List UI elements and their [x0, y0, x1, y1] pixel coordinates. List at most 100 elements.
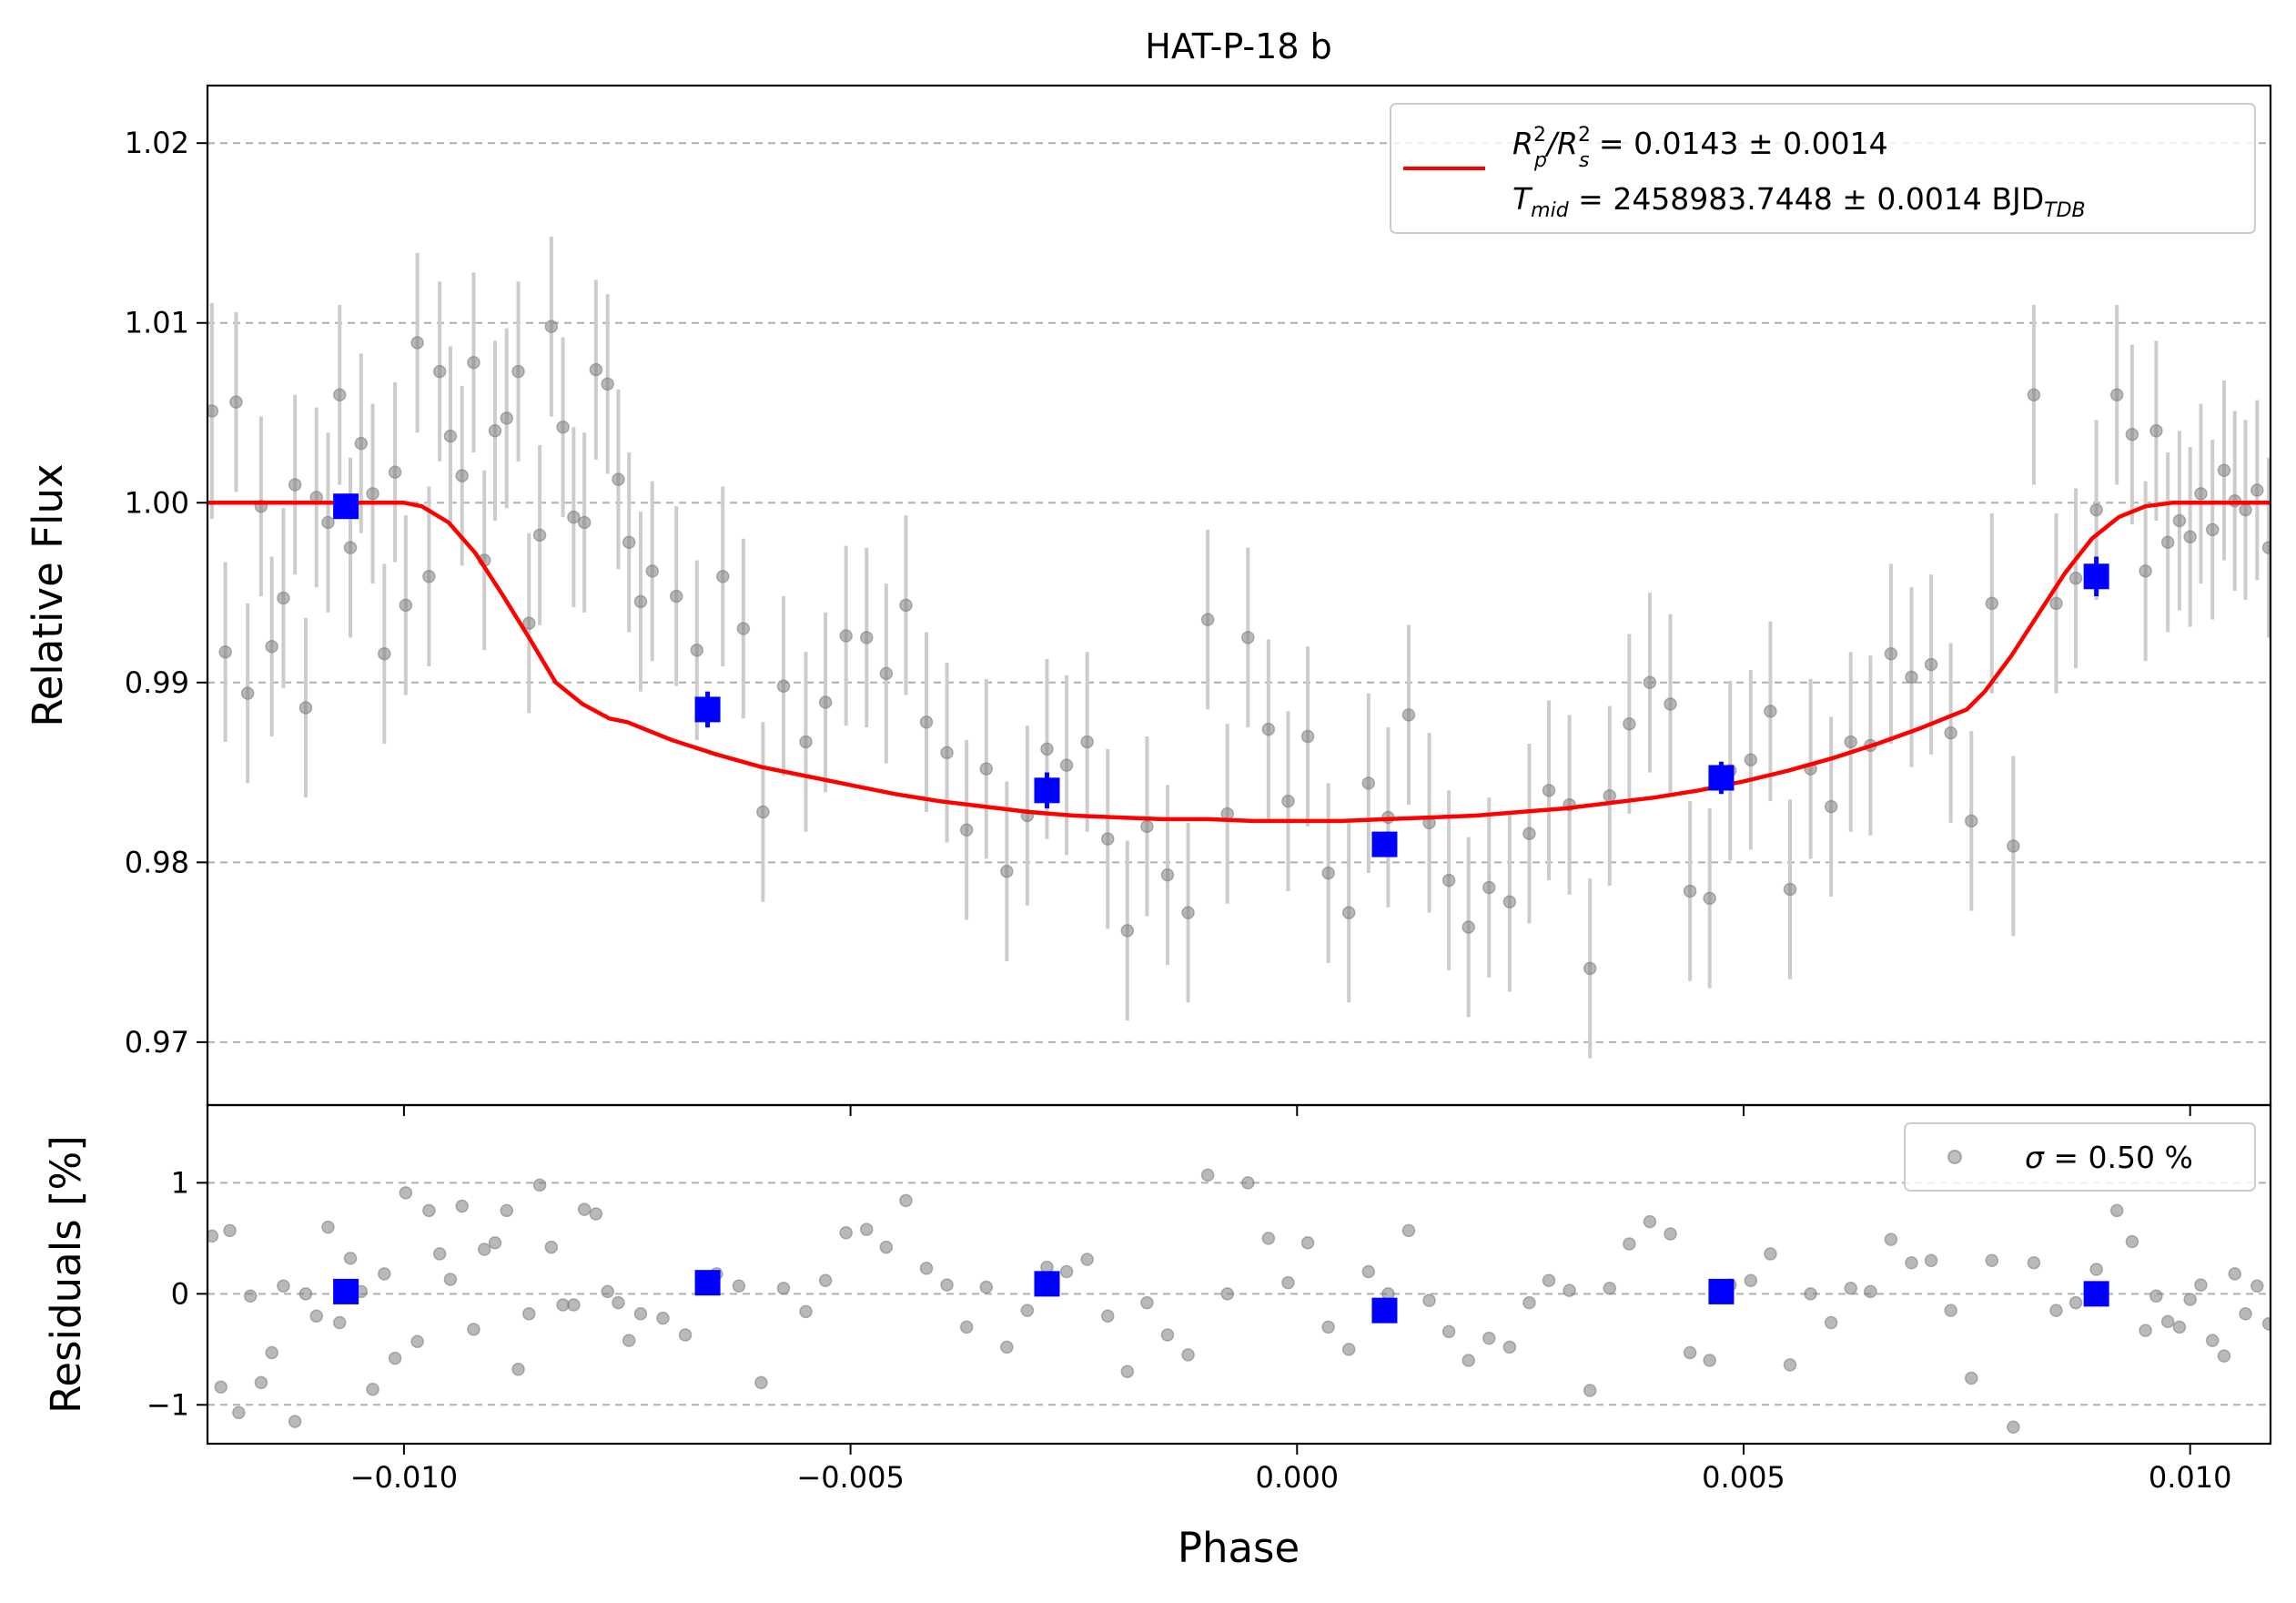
raw-flux-point: [756, 805, 770, 819]
legend-sigma-value: = 0.50 %: [2044, 1140, 2193, 1175]
binned-flux-point: [333, 493, 359, 520]
residual-point: [488, 1235, 502, 1250]
residual-point: [2149, 1289, 2163, 1304]
residual-point: [2109, 1203, 2124, 1218]
residual-point: [1181, 1348, 1195, 1362]
residual-point: [422, 1203, 436, 1218]
residual-point: [410, 1334, 424, 1349]
residual-point: [232, 1405, 246, 1420]
raw-flux-point: [622, 535, 636, 549]
residuals-legend: σ = 0.50 %: [1904, 1122, 2256, 1192]
residual-point: [1120, 1365, 1135, 1378]
raw-flux-point: [1361, 776, 1376, 790]
legend-r: R: [1512, 126, 1533, 161]
residual-point: [1964, 1371, 1978, 1385]
raw-flux-point: [1944, 725, 1957, 740]
raw-flux-point: [1241, 631, 1255, 644]
raw-flux-point: [1401, 708, 1416, 722]
binned-residual-point: [1708, 1278, 1735, 1304]
raw-flux-point: [511, 364, 525, 379]
residual-point: [1100, 1309, 1115, 1323]
residual-point: [678, 1328, 693, 1342]
raw-flux-point: [532, 528, 547, 543]
raw-flux-point: [2007, 839, 2020, 853]
residual-point: [601, 1284, 614, 1299]
raw-flux-point: [1040, 742, 1054, 756]
residual-point: [1643, 1214, 1657, 1229]
residual-point: [567, 1298, 581, 1312]
raw-flux-point: [455, 469, 469, 482]
residual-point: [1462, 1354, 1475, 1367]
raw-flux-point: [544, 320, 559, 333]
residual-point: [1020, 1304, 1035, 1317]
raw-flux-point: [1703, 891, 1716, 906]
raw-flux-point: [1522, 827, 1536, 840]
legend-sub2: s: [1579, 149, 1589, 172]
residual-point: [1321, 1320, 1335, 1334]
binned-residual-point: [2083, 1281, 2109, 1307]
raw-flux-point: [298, 701, 313, 715]
raw-flux-point: [218, 644, 232, 659]
raw-flux-point: [1542, 784, 1556, 797]
residual-point: [2239, 1307, 2252, 1321]
residual-point: [500, 1203, 514, 1218]
residual-point: [1502, 1340, 1517, 1354]
raw-flux-point: [1764, 705, 1777, 718]
residual-point: [1542, 1273, 1556, 1287]
residual-point: [919, 1262, 934, 1275]
residual-point: [1220, 1287, 1234, 1301]
residuals-y-tick-label: 0: [171, 1276, 189, 1311]
raw-flux-point: [633, 594, 648, 609]
raw-flux-point: [1623, 716, 1636, 731]
residual-point: [899, 1193, 913, 1208]
legend-t-sub: mid: [1531, 199, 1570, 222]
raw-flux-point: [1261, 722, 1276, 736]
legend-tmid: Tmid = 2458983.7448 ± 0.0014 BJDTDB: [1512, 181, 2086, 222]
residual-point: [612, 1295, 625, 1310]
binned-residual-point: [333, 1278, 359, 1304]
raw-flux-point: [818, 695, 833, 709]
residual-point: [1441, 1324, 1456, 1339]
residual-point: [2172, 1320, 2187, 1334]
residual-point: [1080, 1253, 1094, 1266]
binned-flux-point: [2083, 563, 2109, 590]
residual-point: [1200, 1168, 1215, 1182]
residual-point: [532, 1178, 547, 1192]
residual-point: [754, 1375, 768, 1390]
raw-flux-point: [2049, 596, 2063, 611]
raw-flux-point: [2109, 388, 2124, 402]
residual-point: [1563, 1283, 1576, 1297]
residuals-x-tick-label: −0.005: [796, 1460, 904, 1495]
raw-flux-point: [1482, 880, 1496, 895]
raw-flux-point: [1744, 753, 1758, 766]
residual-point: [1482, 1331, 1496, 1345]
legend-sigma-symbol: σ: [2025, 1140, 2045, 1175]
residual-point: [1341, 1343, 1356, 1356]
residual-point: [1522, 1295, 1536, 1310]
residual-point: [2125, 1234, 2139, 1249]
raw-flux-point: [277, 591, 290, 605]
residual-point: [839, 1226, 853, 1240]
residual-point: [298, 1287, 313, 1301]
residual-point: [2250, 1279, 2264, 1294]
raw-flux-point: [1462, 920, 1475, 934]
residual-point: [1300, 1235, 1315, 1250]
raw-flux-point: [1905, 670, 1918, 685]
residual-point: [2217, 1349, 2231, 1363]
legend-slash-r: /R: [1544, 126, 1578, 161]
residual-point: [2089, 1263, 2103, 1276]
raw-flux-point: [1783, 882, 1797, 897]
raw-flux-point: [522, 616, 536, 630]
raw-flux-point: [589, 362, 603, 377]
raw-flux-point: [2261, 541, 2271, 554]
raw-flux-point: [2149, 424, 2163, 438]
residual-point: [1261, 1232, 1276, 1245]
raw-flux-point: [1140, 819, 1154, 834]
residual-point: [959, 1320, 974, 1334]
raw-flux-point: [612, 472, 625, 486]
residual-point: [1401, 1223, 1416, 1238]
legend-sup1: 2: [1533, 124, 1546, 147]
raw-flux-point: [332, 388, 347, 402]
raw-flux-point: [2160, 535, 2175, 549]
raw-flux-point: [799, 735, 813, 749]
